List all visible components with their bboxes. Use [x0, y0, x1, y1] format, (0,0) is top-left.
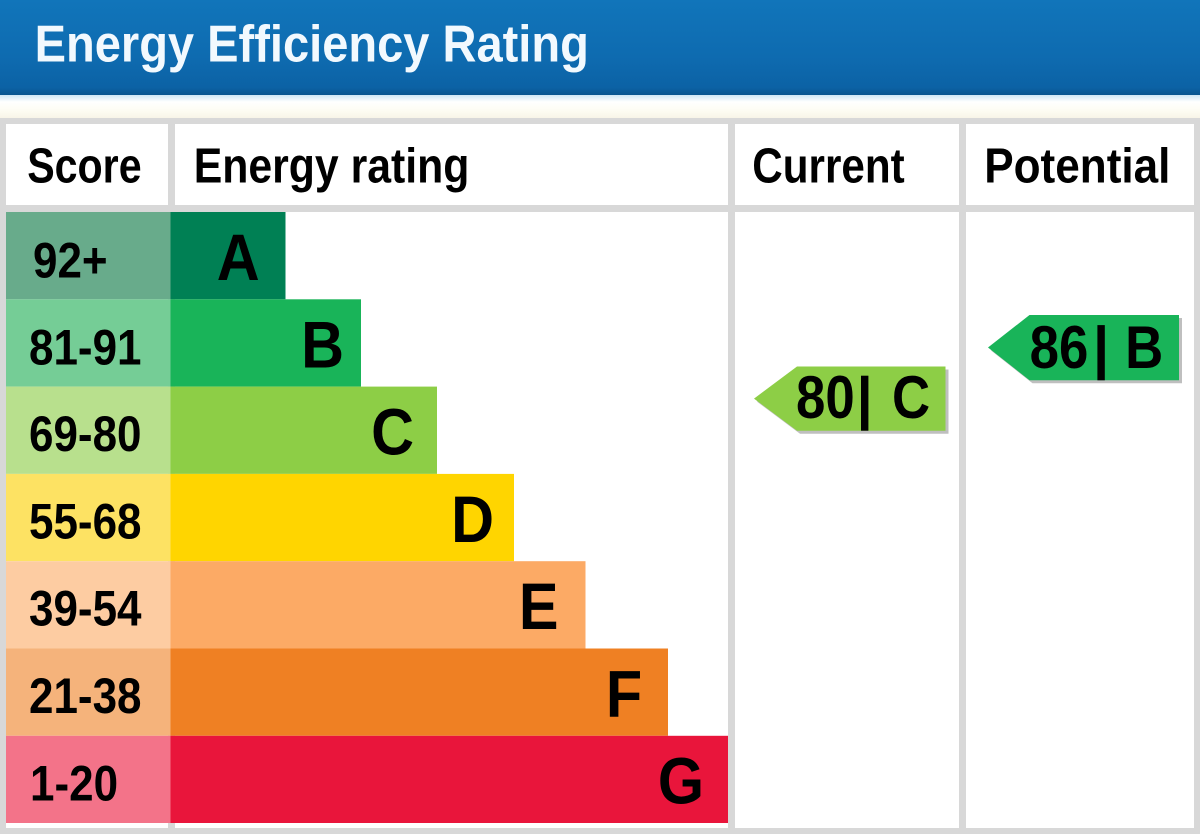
svg-text:Energy Efficiency Rating: Energy Efficiency Rating: [35, 14, 589, 73]
svg-text:21-38: 21-38: [29, 667, 142, 723]
svg-text:1-20: 1-20: [30, 755, 118, 811]
svg-text:F: F: [606, 658, 642, 732]
svg-text:B: B: [301, 308, 344, 382]
svg-text:D: D: [451, 483, 494, 557]
svg-text:A: A: [217, 221, 260, 295]
svg-text:81-91: 81-91: [29, 319, 142, 375]
svg-text:39-54: 39-54: [29, 580, 142, 636]
svg-text:Current: Current: [752, 139, 904, 194]
svg-text:86: 86: [1030, 314, 1089, 381]
svg-text:B: B: [1125, 314, 1163, 381]
svg-text:Potential: Potential: [984, 138, 1170, 193]
svg-text:Score: Score: [27, 138, 141, 193]
svg-text:Energy rating: Energy rating: [194, 138, 470, 193]
svg-text:92+: 92+: [33, 232, 108, 288]
svg-text:80: 80: [796, 364, 855, 431]
svg-text:C: C: [371, 396, 414, 470]
svg-text:E: E: [519, 570, 559, 644]
svg-text:G: G: [658, 745, 704, 819]
svg-text:55-68: 55-68: [29, 493, 142, 549]
svg-text:C: C: [892, 364, 930, 431]
svg-text:69-80: 69-80: [29, 405, 142, 461]
